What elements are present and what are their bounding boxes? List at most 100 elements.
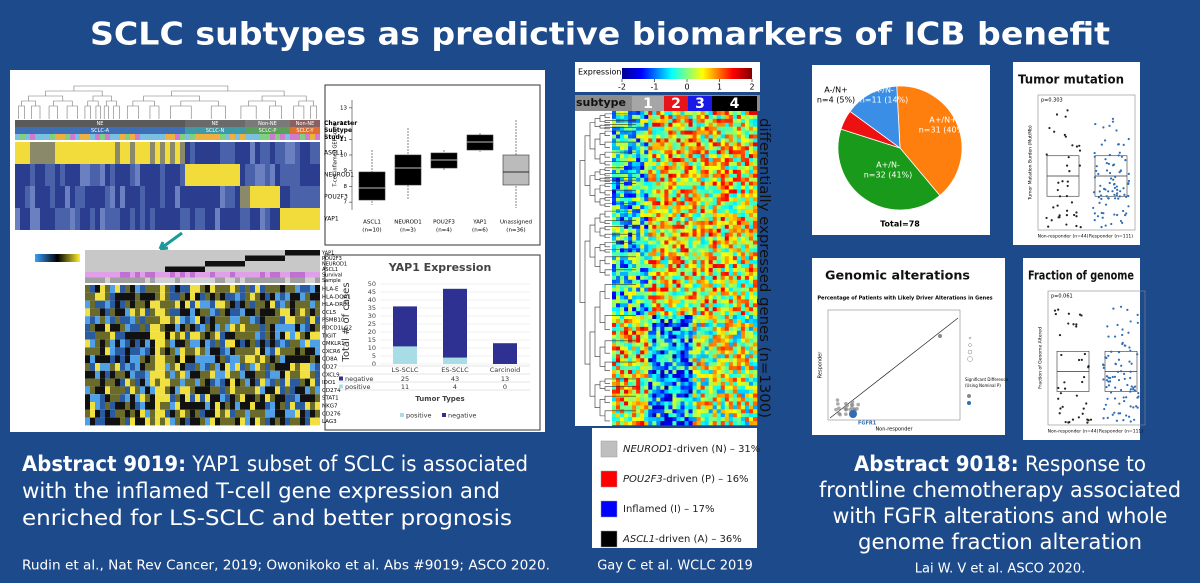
heatmap-cell <box>125 370 130 379</box>
heatmap-cell <box>672 283 677 288</box>
heatmap-cell <box>648 150 653 155</box>
heatmap-cell <box>676 307 681 312</box>
annotation-cell <box>215 266 220 272</box>
heatmap-cell <box>732 185 738 190</box>
heatmap-cell <box>644 334 649 339</box>
heatmap-cell <box>748 252 754 257</box>
heatmap-cell <box>90 285 95 293</box>
heatmap-cell <box>616 173 621 179</box>
heatmap-cell <box>612 220 617 226</box>
heatmap-cell <box>724 197 730 202</box>
heatmap-cell <box>748 334 754 339</box>
heatmap-cell <box>680 197 685 202</box>
heatmap-cell <box>676 154 681 159</box>
legend-swatch <box>600 530 618 548</box>
heatmap-cell <box>180 292 185 301</box>
heatmap-cell <box>680 366 685 371</box>
heatmap-cell <box>732 358 738 363</box>
heatmap-cell <box>736 346 742 351</box>
heatmap-cell <box>712 162 718 167</box>
heatmap-cell <box>684 287 689 292</box>
heatmap-cell <box>636 264 641 269</box>
point <box>838 412 842 417</box>
heatmap-cell <box>684 377 689 383</box>
heatmap-cell <box>672 193 677 198</box>
heatmap-cell <box>708 205 713 210</box>
caption: Abstract 9019: YAP1 subset of SCLC is as… <box>22 452 528 476</box>
heatmap-cell <box>688 154 693 159</box>
heatmap-cell <box>652 413 657 418</box>
heatmap-cell <box>640 315 645 320</box>
heatmap-cell <box>190 394 195 402</box>
heatmap-cell <box>636 401 641 406</box>
heatmap-cell <box>636 256 641 261</box>
heatmap-cell <box>315 186 320 208</box>
heatmap-cell <box>676 122 681 127</box>
annotation-cell <box>310 250 315 256</box>
heatmap-cell <box>688 401 693 406</box>
heatmap-cell <box>728 114 734 120</box>
heatmap-cell <box>240 324 245 332</box>
heatmap-cell <box>260 208 265 230</box>
heatmap-cell <box>640 397 645 402</box>
heatmap-cell <box>85 355 90 363</box>
heatmap-cell <box>688 275 693 281</box>
annotation-cell <box>135 255 140 261</box>
heatmap-cell <box>720 366 726 371</box>
annotation-cell <box>315 255 320 261</box>
heatmap-cell <box>245 164 250 186</box>
heatmap-cell <box>664 319 669 324</box>
heatmap-cell <box>275 386 280 395</box>
heatmap-cell <box>100 417 105 426</box>
heatmap-cell <box>120 417 125 426</box>
heatmap-cell <box>752 389 758 394</box>
heatmap-cell <box>140 417 145 426</box>
heatmap-cell <box>668 158 673 163</box>
heatmap-cell <box>680 346 685 351</box>
heatmap-cell <box>648 111 653 116</box>
heatmap-cell <box>676 177 681 182</box>
heatmap-cell <box>70 186 75 208</box>
heatmap-cell <box>120 394 125 402</box>
heatmap-cell <box>664 244 669 249</box>
heatmap-cell <box>648 134 653 139</box>
annotation-cell <box>120 266 125 272</box>
heatmap-cell <box>644 122 649 127</box>
heatmap-cell <box>260 164 265 186</box>
heatmap-cell <box>620 177 625 182</box>
heatmap-cell <box>616 126 621 131</box>
heatmap-cell <box>740 154 746 159</box>
heatmap-cell <box>170 208 175 230</box>
heatmap-cell <box>748 377 754 383</box>
study-bar <box>245 134 250 140</box>
heatmap-cell <box>656 413 661 418</box>
heatmap-cell <box>700 224 705 230</box>
study-bar <box>255 134 260 140</box>
heatmap-cell <box>110 316 115 324</box>
heatmap-cell <box>145 186 150 208</box>
heatmap-cell <box>220 300 225 309</box>
annotation-cell <box>195 277 200 283</box>
heatmap-cell <box>295 394 300 402</box>
heatmap-cell <box>280 285 285 293</box>
heatmap-cell <box>728 421 734 426</box>
study-bar <box>195 134 200 140</box>
heatmap-cell <box>200 142 205 164</box>
heatmap-cell <box>624 154 629 159</box>
heatmap-cell <box>620 413 625 418</box>
heatmap-cell <box>708 350 713 355</box>
annotation-cell <box>300 250 305 256</box>
heatmap-cell <box>620 299 625 304</box>
heatmap-cell <box>628 193 633 198</box>
heatmap-cell <box>628 201 633 206</box>
heatmap-cell <box>310 186 315 208</box>
heatmap-cell <box>130 324 135 332</box>
heatmap-cell <box>660 205 665 210</box>
point <box>1121 333 1124 337</box>
heatmap-cell <box>612 205 617 210</box>
heatmap-cell <box>696 330 701 336</box>
heatmap-cell <box>708 138 713 143</box>
heatmap-cell <box>744 126 750 131</box>
heatmap-cell <box>744 366 750 371</box>
annotation-cell <box>85 255 90 261</box>
